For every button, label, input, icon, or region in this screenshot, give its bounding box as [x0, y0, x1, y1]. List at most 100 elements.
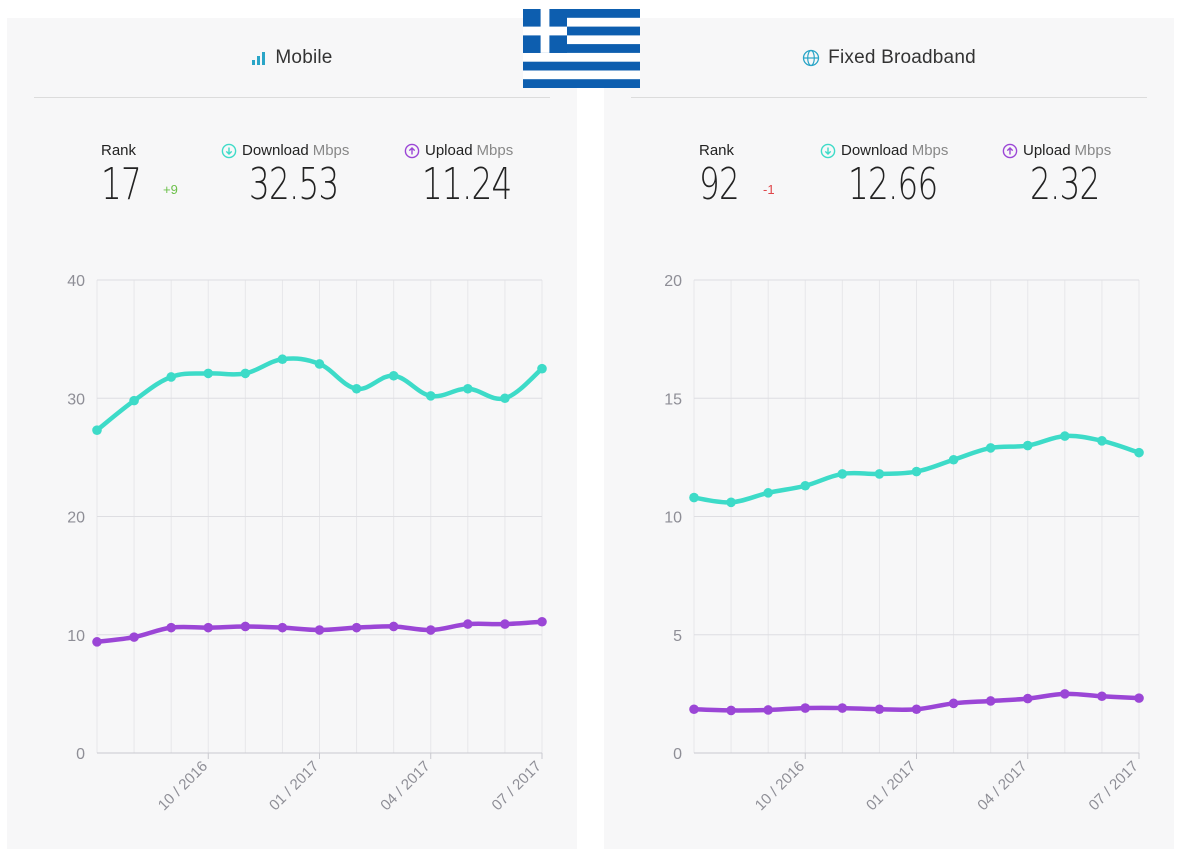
rank-label: Rank: [699, 142, 735, 159]
download-point: [129, 395, 139, 406]
upload-point: [388, 621, 399, 632]
download-point: [837, 469, 848, 479]
fixed-broadband-panel-header[interactable]: Fixed Broadband: [604, 18, 1174, 98]
upload-value: 2.32: [1030, 159, 1100, 210]
download-label: Download: [242, 142, 309, 159]
upload-point: [763, 705, 773, 715]
series-upload: [92, 616, 547, 647]
upload-label: Upload: [1023, 142, 1071, 159]
signal-bars-icon: [251, 50, 267, 66]
panel-title: Fixed Broadband: [828, 47, 976, 68]
download-point: [425, 391, 436, 401]
series-download: [92, 354, 547, 435]
download-point: [203, 368, 214, 379]
download-point: [1022, 440, 1033, 451]
download-value: 12.66: [848, 159, 938, 210]
y-tick-label: 10: [664, 510, 682, 527]
upload-point: [911, 704, 922, 715]
x-tick-label: 10 / 2016: [155, 758, 211, 814]
download-point: [92, 425, 102, 435]
y-tick-label: 5: [673, 628, 682, 645]
x-tick-label: 01 / 2017: [863, 758, 919, 814]
divider: [631, 97, 1147, 98]
upload-unit: Mbps: [1074, 142, 1112, 159]
download-point: [911, 466, 922, 477]
y-tick-label: 20: [664, 273, 682, 290]
download-point: [351, 383, 362, 394]
x-tick-label: 07 / 2017: [1086, 758, 1142, 814]
upload-point: [1097, 691, 1107, 702]
upload-point: [874, 704, 885, 715]
download-point: [1097, 436, 1107, 446]
y-tick-label: 0: [76, 746, 85, 763]
upload-point: [689, 704, 699, 715]
series-download: [689, 431, 1144, 508]
upload-point: [837, 703, 848, 713]
upload-label: Upload: [425, 142, 473, 159]
download-arrow-icon: [221, 143, 237, 159]
mobile-panel-header[interactable]: Mobile: [7, 18, 577, 98]
x-tick-label: 04 / 2017: [377, 758, 433, 814]
download-point: [763, 488, 773, 498]
panel-title: Mobile: [275, 47, 333, 68]
divider: [34, 97, 550, 98]
upload-point: [800, 703, 811, 713]
download-point: [726, 497, 736, 508]
rank-value: 17: [101, 159, 142, 210]
upload-value: 11.24: [422, 159, 512, 210]
download-point: [166, 372, 176, 382]
greece-flag-icon: [523, 9, 640, 88]
rank-change: -1: [763, 182, 775, 197]
rank-value: 92: [699, 159, 740, 210]
download-point: [500, 393, 510, 404]
upload-point: [277, 622, 288, 633]
globe-icon: [802, 49, 820, 67]
upload-point: [1060, 689, 1070, 699]
upload-point: [948, 698, 959, 709]
rank-stat: Rank 17 +9: [101, 142, 178, 210]
x-tick-label: 07 / 2017: [489, 758, 545, 814]
y-tick-label: 20: [67, 510, 85, 527]
download-point: [800, 480, 811, 491]
x-tick-label: 01 / 2017: [266, 758, 322, 814]
upload-point: [129, 632, 139, 642]
download-point: [388, 370, 399, 381]
fixed-broadband-speed-chart: 0 5 10 15 20 10 / 2016 01 / 2017 04 / 2017 07 / …: [664, 273, 1144, 814]
upload-stat: Upload Mbps 2.32: [1002, 142, 1124, 207]
download-point: [537, 363, 547, 374]
upload-point: [463, 619, 473, 629]
upload-point: [726, 705, 736, 716]
download-unit: Mbps: [911, 142, 949, 159]
upload-point: [1134, 693, 1144, 703]
upload-point: [985, 696, 996, 706]
rank-stat: Rank 92 -1: [699, 142, 775, 210]
upload-point: [425, 625, 436, 635]
download-stat: Download Mbps 12.66: [820, 142, 969, 207]
download-value: 32.53: [249, 159, 339, 210]
upload-point: [1022, 693, 1033, 704]
download-point: [277, 354, 288, 365]
download-point: [1134, 447, 1144, 458]
y-tick-label: 40: [67, 273, 85, 290]
y-tick-label: 15: [664, 391, 682, 408]
download-point: [689, 492, 699, 503]
upload-arrow-icon: [1002, 143, 1018, 159]
upload-point: [500, 619, 510, 629]
upload-point: [314, 625, 325, 635]
download-point: [463, 383, 473, 394]
upload-stat: Upload Mbps 11.24: [404, 142, 543, 207]
download-point: [1060, 431, 1070, 441]
download-point: [985, 443, 996, 453]
x-tick-label: 04 / 2017: [974, 758, 1030, 814]
download-point: [948, 454, 959, 465]
y-tick-label: 30: [67, 391, 85, 408]
fixed-broadband-panel: Fixed Broadband Rank 92 -1 Download Mbps…: [604, 18, 1174, 849]
x-tick-label: 10 / 2016: [752, 758, 808, 814]
upload-point: [537, 616, 547, 627]
y-tick-label: 0: [673, 746, 682, 763]
upload-arrow-icon: [404, 143, 420, 159]
download-point: [874, 469, 885, 479]
download-unit: Mbps: [312, 142, 350, 159]
mobile-speed-chart: 0 10 20 30 40 10 / 2016 01 / 2017 04 / 2017 07 /…: [67, 273, 547, 814]
upload-point: [203, 622, 214, 633]
